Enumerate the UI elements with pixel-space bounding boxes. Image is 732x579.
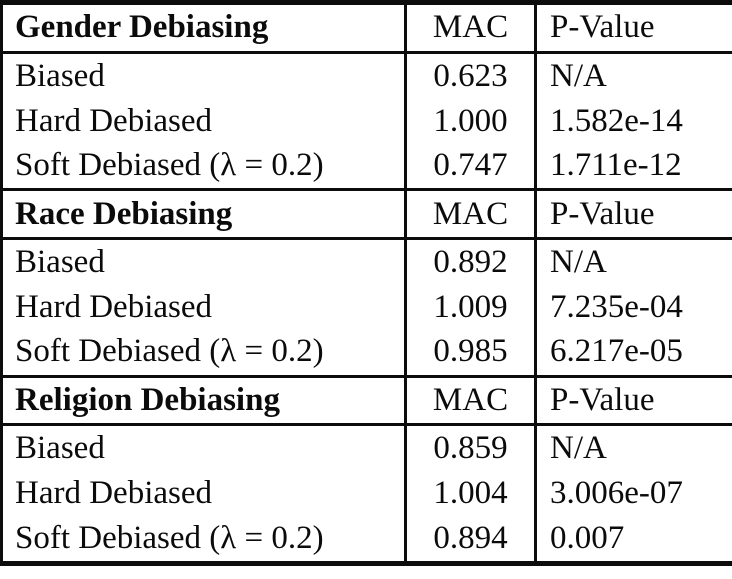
row-label: Hard Debiased <box>15 288 213 325</box>
section-title-race: Race Debiasing <box>1 188 406 240</box>
table-row: Biased 0.623 N/A <box>2 52 732 99</box>
mac-value: 1.000 <box>404 98 536 144</box>
pvalue-value: 1.582e-14 <box>534 98 732 144</box>
table-row: Soft Debiased (λ = 0.2) 0.747 1.711e-12 <box>2 143 732 190</box>
pvalue-value: 0.007 <box>534 515 732 564</box>
mac-value: 0.623 <box>404 52 536 99</box>
mac-value: 1.004 <box>404 471 536 516</box>
table-row: Soft Debiased (λ = 0.2) 0.894 0.007 <box>2 515 732 564</box>
table-row: Soft Debiased (λ = 0.2) 0.985 6.217e-05 <box>2 329 732 376</box>
row-label: Hard Debiased <box>15 474 213 511</box>
row-label: Soft Debiased (λ = 0.2) <box>15 333 324 370</box>
pvalue-value: 3.006e-07 <box>534 471 732 516</box>
row-label: Soft Debiased (λ = 0.2) <box>15 147 324 184</box>
table-row: Hard Debiased 1.000 1.582e-14 <box>2 98 732 144</box>
mac-value: 1.009 <box>404 284 536 330</box>
pvalue-column-header: P-Value <box>534 2 732 54</box>
row-label: Biased <box>15 430 105 467</box>
pvalue-value: N/A <box>534 52 732 99</box>
section-header-row-religion: Religion Debiasing MAC P-Value <box>1 374 732 427</box>
section-title-religion: Religion Debiasing <box>1 374 406 427</box>
pvalue-value: 7.235e-04 <box>534 284 732 330</box>
table-row: Hard Debiased 1.004 3.006e-07 <box>2 471 732 516</box>
pvalue-column-header: P-Value <box>534 374 732 427</box>
pvalue-column-header: P-Value <box>534 188 732 240</box>
mac-value: 0.892 <box>404 238 536 285</box>
debiasing-results-table: Gender Debiasing MAC P-Value Biased 0.62… <box>0 0 732 566</box>
pvalue-value: N/A <box>534 424 732 472</box>
table-row: Biased 0.892 N/A <box>2 238 732 285</box>
mac-value: 0.747 <box>404 143 536 190</box>
mac-column-header: MAC <box>404 374 536 427</box>
table-row: Biased 0.859 N/A <box>2 424 732 472</box>
pvalue-value: 6.217e-05 <box>534 329 732 376</box>
mac-value: 0.859 <box>404 424 536 472</box>
section-header-row-race: Race Debiasing MAC P-Value <box>1 188 732 240</box>
mac-value: 0.894 <box>404 515 536 564</box>
section-header-row-gender: Gender Debiasing MAC P-Value <box>1 2 732 54</box>
mac-value: 0.985 <box>404 329 536 376</box>
row-label: Soft Debiased (λ = 0.2) <box>15 519 324 556</box>
pvalue-value: N/A <box>534 238 732 285</box>
row-label: Biased <box>15 57 105 94</box>
mac-column-header: MAC <box>404 188 536 240</box>
section-title-gender: Gender Debiasing <box>1 2 406 54</box>
mac-column-header: MAC <box>404 2 536 54</box>
table-row: Hard Debiased 1.009 7.235e-04 <box>2 284 732 330</box>
pvalue-value: 1.711e-12 <box>534 143 732 190</box>
row-label: Hard Debiased <box>15 102 213 139</box>
row-label: Biased <box>15 243 105 280</box>
